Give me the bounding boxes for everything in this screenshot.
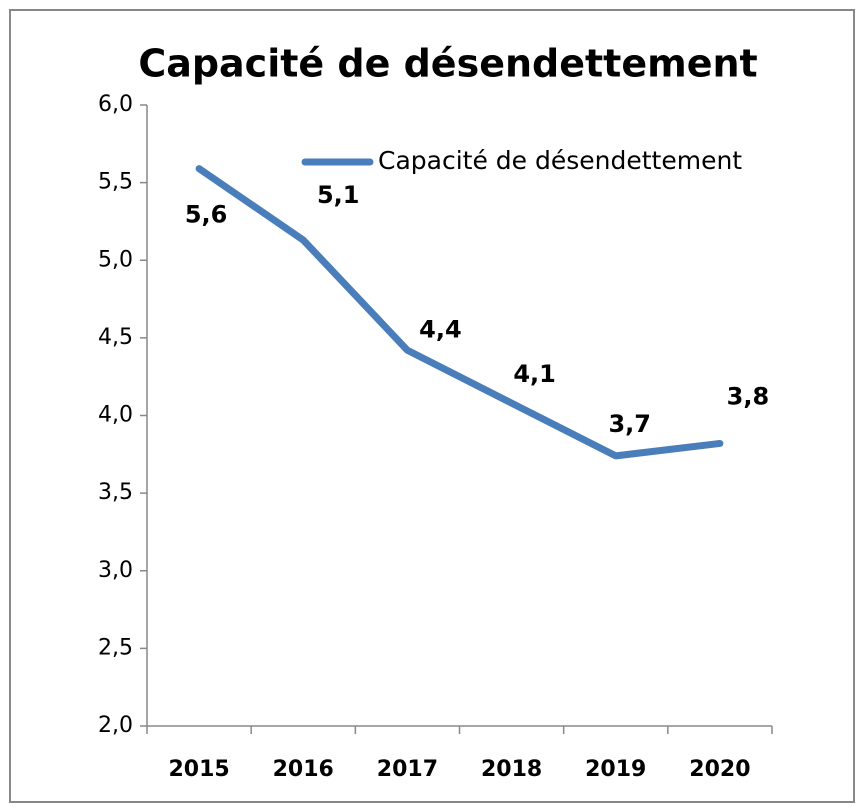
data-label: 3,8: [727, 382, 770, 410]
y-tick-label: 2,5: [98, 635, 133, 660]
x-tick-label: 2015: [168, 757, 229, 782]
data-label: 4,1: [513, 360, 556, 388]
y-tick-label: 6,0: [98, 92, 133, 117]
data-label: 5,6: [185, 201, 228, 229]
y-tick-label: 4,5: [98, 325, 133, 350]
data-label: 5,1: [317, 181, 360, 209]
data-label: 4,4: [419, 315, 462, 343]
data-label: 3,7: [608, 410, 651, 438]
chart-frame: [9, 9, 855, 803]
y-tick-label: 5,5: [98, 170, 133, 195]
legend-label: Capacité de désendettement: [378, 146, 742, 175]
y-tick-label: 3,0: [98, 558, 133, 583]
x-tick-label: 2018: [481, 757, 542, 782]
chart-title: Capacité de désendettement: [138, 42, 757, 86]
y-tick-label: 4,0: [98, 403, 133, 428]
y-tick-label: 2,0: [98, 713, 133, 738]
x-tick-label: 2017: [377, 757, 438, 782]
data-line: [195, 165, 724, 460]
y-tick-label: 5,0: [98, 247, 133, 272]
x-tick-label: 2019: [585, 757, 646, 782]
y-tick-label: 3,5: [98, 480, 133, 505]
x-tick-label: 2020: [689, 757, 750, 782]
x-tick-label: 2016: [273, 757, 334, 782]
